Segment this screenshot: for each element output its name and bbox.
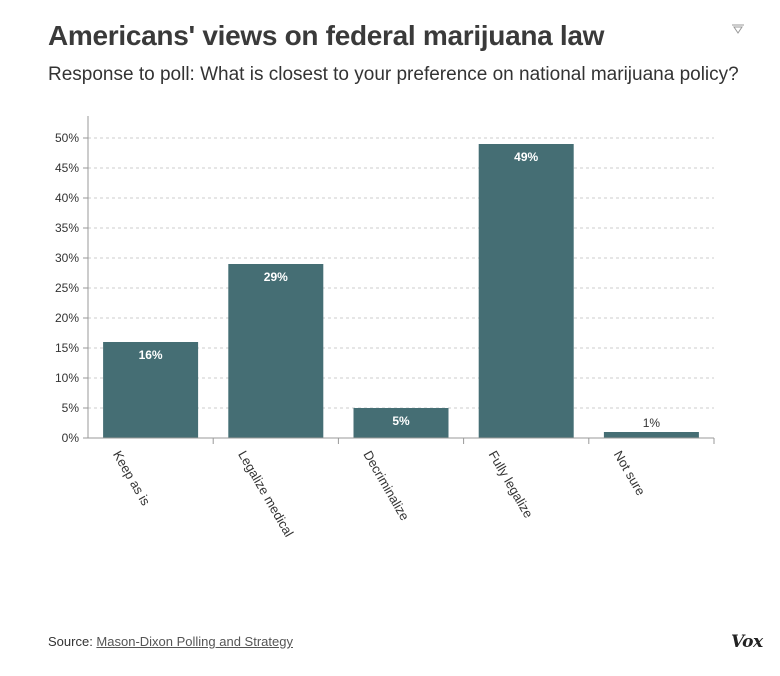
bar-chart: 0% 5% 10% 15% 20% 25% 30% 35% 40% 45% 50% 16% Keep a…: [55, 116, 715, 539]
vox-logo: Vox: [731, 632, 763, 652]
chart-title: Americans' views on federal marijuana la…: [48, 20, 605, 51]
x-tick-label: Not sure: [611, 448, 649, 498]
bar-data-label: 16%: [139, 348, 163, 362]
bar-data-label: 5%: [392, 414, 410, 428]
y-tick-label: 40%: [55, 191, 79, 205]
y-tick-label: 25%: [55, 281, 79, 295]
x-tick-label: Keep as is: [110, 448, 154, 509]
y-tick-label: 45%: [55, 161, 79, 175]
y-tick-label: 5%: [62, 401, 80, 415]
source-link[interactable]: Mason-Dixon Polling and Strategy: [96, 634, 293, 649]
bar-data-label: 1%: [643, 416, 661, 430]
x-tick-label: Decriminalize: [360, 448, 412, 523]
bar: [353, 408, 449, 438]
y-tick-label: 0%: [62, 431, 80, 445]
y-tick-label: 30%: [55, 251, 79, 265]
y-tick-label: 35%: [55, 221, 79, 235]
bar-data-label: 29%: [264, 270, 288, 284]
x-tick-label: Fully legalize: [486, 448, 537, 521]
bar: [228, 264, 324, 438]
y-tick-label: 50%: [55, 131, 79, 145]
y-tick-label: 15%: [55, 341, 79, 355]
bar: [603, 432, 699, 438]
source-prefix: Source:: [48, 634, 97, 649]
y-tick-label: 20%: [55, 311, 79, 325]
source-note: Source: Mason-Dixon Polling and Strategy: [48, 634, 293, 649]
x-tick-label: Legalize medical: [235, 448, 296, 539]
chart-subtitle: Response to poll: What is closest to you…: [48, 64, 739, 85]
bar-data-label: 49%: [514, 150, 538, 164]
bar: [103, 342, 199, 438]
bar: [478, 144, 574, 438]
y-tick-label: 10%: [55, 371, 79, 385]
menu-triangle-icon[interactable]: [731, 24, 745, 34]
